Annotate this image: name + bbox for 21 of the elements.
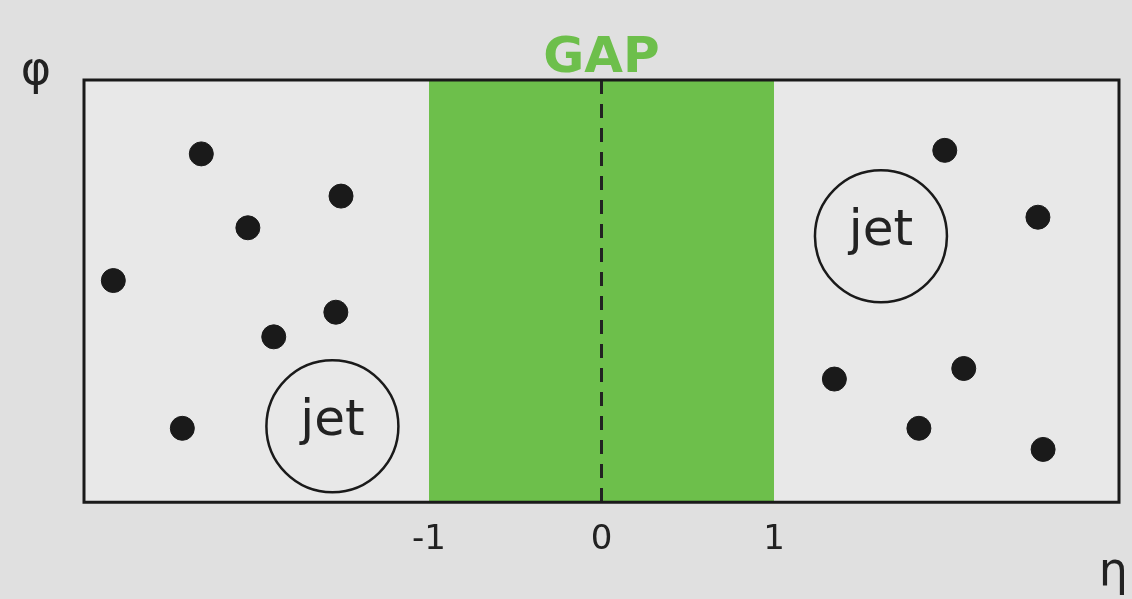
- x-tick-label: 0: [590, 517, 613, 558]
- point: [169, 415, 195, 441]
- x-tick-label: -1: [412, 517, 446, 558]
- point: [932, 137, 958, 163]
- point: [323, 299, 349, 325]
- point: [261, 324, 287, 350]
- point: [328, 183, 354, 209]
- point: [235, 215, 261, 241]
- point: [951, 356, 977, 381]
- point: [906, 415, 932, 441]
- point: [821, 366, 847, 392]
- annotation: jet: [847, 199, 914, 258]
- y-axis-title: φ: [20, 41, 52, 95]
- point: [1030, 436, 1056, 462]
- point: [1025, 204, 1051, 230]
- band-label: GAP: [543, 25, 660, 84]
- point: [100, 268, 126, 294]
- x-tick-label: 1: [763, 517, 785, 558]
- annotation: jet: [299, 389, 365, 448]
- x-axis-title: η: [1098, 542, 1128, 596]
- point: [188, 141, 214, 167]
